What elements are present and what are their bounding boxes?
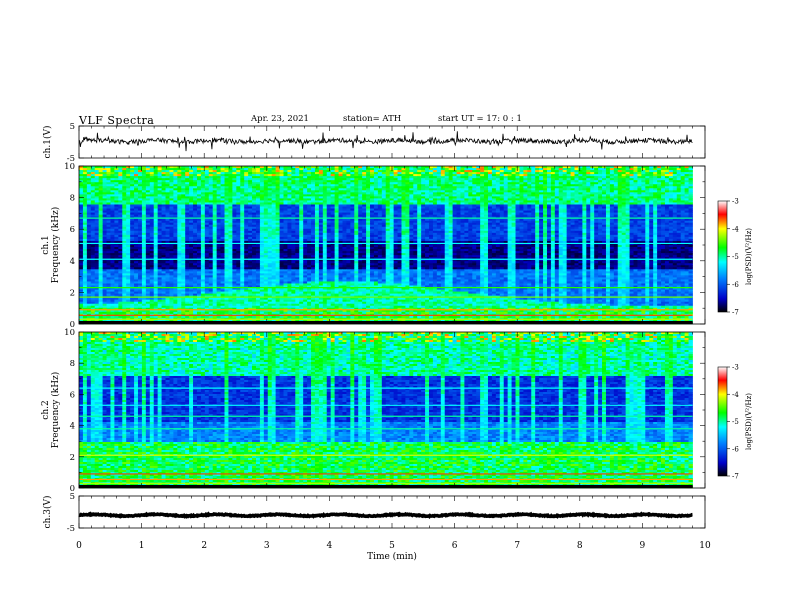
- ch2-spectrogram-ytick-8: 8: [70, 359, 75, 369]
- xtick-4: 4: [327, 541, 333, 551]
- ch2-spectrogram-colorbar-tick-m7: -7: [732, 473, 739, 481]
- xtick-1: 1: [139, 541, 145, 551]
- xtick-9: 9: [640, 541, 646, 551]
- ch2-spectrogram-ytick-2: 2: [70, 453, 75, 463]
- ch1-spectrogram-colorbar-tick-m6: -6: [732, 281, 739, 289]
- ch1-spectrogram-ylabel: Frequency (kHz): [50, 207, 61, 284]
- ch1-trace: [78, 131, 693, 152]
- ch2-spectrogram-channel-label: ch.2: [41, 400, 51, 419]
- xtick-8: 8: [577, 541, 583, 551]
- station-label: station= ATH: [343, 114, 401, 124]
- xtick-10: 10: [699, 541, 711, 551]
- ch1-spectrogram-ytick-2: 2: [70, 288, 75, 298]
- ch2-spectrogram-colorbar-tick-m6: -6: [732, 445, 739, 453]
- ch2-spectrogram-image: [79, 332, 693, 489]
- ch2-spectrogram-colorbar: [717, 366, 728, 477]
- ch2-spectrogram-colorbar-tick-m3: -3: [732, 364, 739, 372]
- ch1-spectrogram-image: [79, 166, 693, 325]
- start-time-label: start UT = 17: 0 : 1: [438, 114, 522, 124]
- ch2-spectrogram-colorbar-tick-m5: -5: [732, 418, 739, 426]
- xtick-3: 3: [264, 541, 270, 551]
- ch2-spectrogram-ytick-10: 10: [64, 328, 75, 338]
- date-label: Apr. 23, 2021: [251, 114, 309, 124]
- ch1-waveform-ylabel: ch.1(V): [42, 126, 53, 159]
- ch1-spectrogram-ytick-0: 0: [70, 320, 75, 330]
- ch3-trace: [78, 511, 693, 519]
- ch3-waveform-ylabel: ch.3(V): [42, 496, 53, 529]
- ch2-spectrogram-colorbar-tick-m4: -4: [732, 391, 739, 399]
- figure-title: VLF Spectra: [79, 114, 154, 127]
- ch1-spectrogram-colorbar-label: log(PSD)(V²/Hz): [745, 228, 753, 285]
- ch1-spectrogram-ytick-10: 10: [64, 162, 75, 172]
- ch1-waveform-ytick-m5: -5: [67, 154, 75, 164]
- ch3-waveform-ytick-m5: -5: [67, 524, 75, 534]
- ch1-spectrogram-ytick-6: 6: [70, 225, 75, 235]
- ch2-spectrogram-ytick-6: 6: [70, 390, 75, 400]
- ch3-waveform-ytick-5: 5: [70, 492, 75, 502]
- ch1-spectrogram-colorbar-tick-m3: -3: [732, 198, 739, 206]
- ch2-spectrogram-ytick-4: 4: [70, 422, 75, 432]
- ch1-spectrogram-colorbar: [717, 200, 728, 313]
- xtick-6: 6: [452, 541, 458, 551]
- ch2-spectrogram-ytick-0: 0: [70, 484, 75, 494]
- ch1-waveform-ytick-5: 5: [70, 122, 75, 132]
- xtick-5: 5: [389, 541, 395, 551]
- ch2-spectrogram-colorbar-label: log(PSD)(V²/Hz): [745, 393, 753, 450]
- xaxis-label: Time (min): [367, 551, 417, 562]
- ch2-spectrogram-ylabel: Frequency (kHz): [50, 372, 61, 449]
- ch1-spectrogram-colorbar-tick-m5: -5: [732, 253, 739, 261]
- ch1-spectrogram-channel-label: ch.1: [41, 235, 51, 254]
- ch1-spectrogram-ytick-8: 8: [70, 194, 75, 204]
- ch1-spectrogram-colorbar-tick-m4: -4: [732, 225, 739, 233]
- xtick-2: 2: [201, 541, 207, 551]
- xtick-7: 7: [514, 541, 520, 551]
- ch1-spectrogram-colorbar-tick-m7: -7: [732, 309, 739, 317]
- ch1-spectrogram-ytick-4: 4: [70, 257, 75, 267]
- xtick-0: 0: [76, 541, 82, 551]
